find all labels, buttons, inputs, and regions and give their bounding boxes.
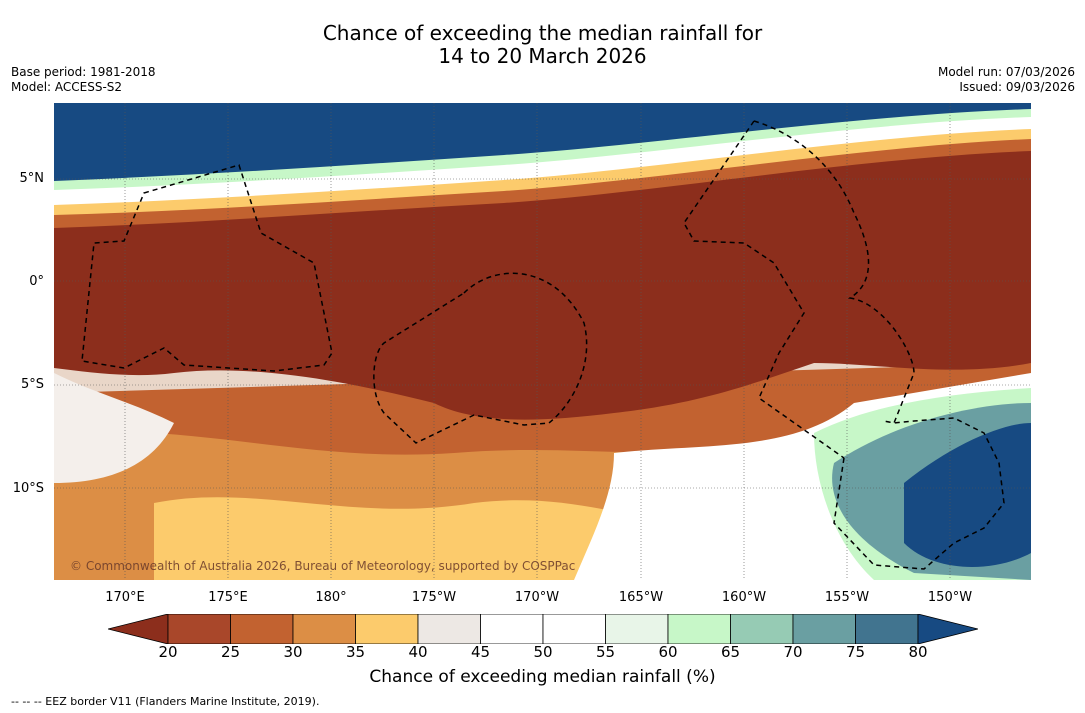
colorbar-swatch xyxy=(667,614,731,644)
colorbar-tick-label: 75 xyxy=(845,643,866,661)
colorbar-tick-label: 70 xyxy=(783,643,803,661)
colorbar-arrow-high xyxy=(917,614,978,644)
run-info: Model run: 07/03/2026 Issued: 09/03/2026 xyxy=(938,65,1075,95)
title-line-1: Chance of exceeding the median rainfall … xyxy=(322,21,763,45)
title-line-2: 14 to 20 March 2026 xyxy=(438,44,647,68)
south-white-zone xyxy=(54,373,174,483)
eez-kiribati-phoenix xyxy=(373,272,588,444)
colorbar-swatch xyxy=(355,614,419,644)
colorbar-swatch xyxy=(230,614,294,644)
colorbar-tick-label: 30 xyxy=(283,643,303,661)
lat-label-5s: 5°S xyxy=(20,377,44,392)
lat-label-5n: 5°N xyxy=(19,171,45,186)
colorbar xyxy=(108,614,978,644)
colorbar-tick-label: 40 xyxy=(408,643,428,661)
eez-line-west xyxy=(683,120,845,459)
colorbar-swatch xyxy=(542,614,606,644)
colorbar-tick-label: 50 xyxy=(533,643,553,661)
lon-label-175w: 175°W xyxy=(411,590,457,605)
lon-label-165w: 165°W xyxy=(618,590,664,605)
colorbar-swatch xyxy=(480,614,544,644)
lon-label-170w: 170°W xyxy=(514,590,560,605)
colorbar-swatch xyxy=(855,614,919,644)
colorbar-swatch xyxy=(417,614,481,644)
lon-label-175e: 175°E xyxy=(208,590,248,605)
colorbar-tick-label: 55 xyxy=(595,643,616,661)
lat-label-10s: 10°S xyxy=(12,481,44,496)
model-run: Model run: 07/03/2026 xyxy=(937,65,1075,79)
colorbar-swatch xyxy=(792,614,856,644)
colorbar-tick-label: 65 xyxy=(720,643,741,661)
colorbar-tick-label: 80 xyxy=(908,643,928,661)
southeast-blue-zone xyxy=(904,423,1031,567)
lon-label-155w: 155°W xyxy=(824,590,870,605)
model-info: Base period: 1981-2018 Model: ACCESS-S2 xyxy=(11,65,156,95)
colorbar-swatch xyxy=(292,614,356,644)
colorbar-tick-label: 45 xyxy=(470,643,491,661)
colorbar-tick-label: 20 xyxy=(158,643,178,661)
eez-cook-islands xyxy=(833,417,1005,570)
copyright-notice: © Commonwealth of Australia 2026, Bureau… xyxy=(70,559,576,573)
colorbar-tick-label: 35 xyxy=(345,643,366,661)
model-name: Model: ACCESS-S2 xyxy=(11,80,123,94)
colorbar-title: Chance of exceeding median rainfall (%) xyxy=(369,667,716,687)
equatorial-dry-band xyxy=(54,148,1031,420)
south-pale-zone xyxy=(154,497,674,580)
eez-kiribati-gilbert xyxy=(81,164,333,372)
colorbar-swatch xyxy=(730,614,794,644)
north-green-band xyxy=(54,108,1031,190)
north-white-band xyxy=(54,115,1031,205)
issued-date: Issued: 09/03/2026 xyxy=(959,80,1075,94)
eez-legend: -- -- -- EEZ border V11 (Flanders Marine… xyxy=(11,695,320,708)
gridlines xyxy=(54,103,1031,580)
colorbar-swatch xyxy=(605,614,669,644)
lat-label-0: 0° xyxy=(29,274,44,289)
eez-borders xyxy=(81,120,1005,570)
base-period: Base period: 1981-2018 xyxy=(11,65,156,79)
colorbar-tick-label: 60 xyxy=(658,643,678,661)
north-wet-zone xyxy=(54,103,1031,181)
chart-title: Chance of exceeding the median rainfall … xyxy=(0,22,1085,68)
lon-label-180: 180° xyxy=(315,590,347,605)
lon-label-150w: 150°W xyxy=(927,590,973,605)
lon-label-170e: 170°E xyxy=(105,590,145,605)
colorbar-tick-label: 25 xyxy=(220,643,241,661)
colorbar-arrow-low xyxy=(108,614,169,644)
lon-label-160w: 160°W xyxy=(721,590,767,605)
colorbar-swatch xyxy=(167,614,231,644)
rainfall-map xyxy=(54,103,1031,580)
